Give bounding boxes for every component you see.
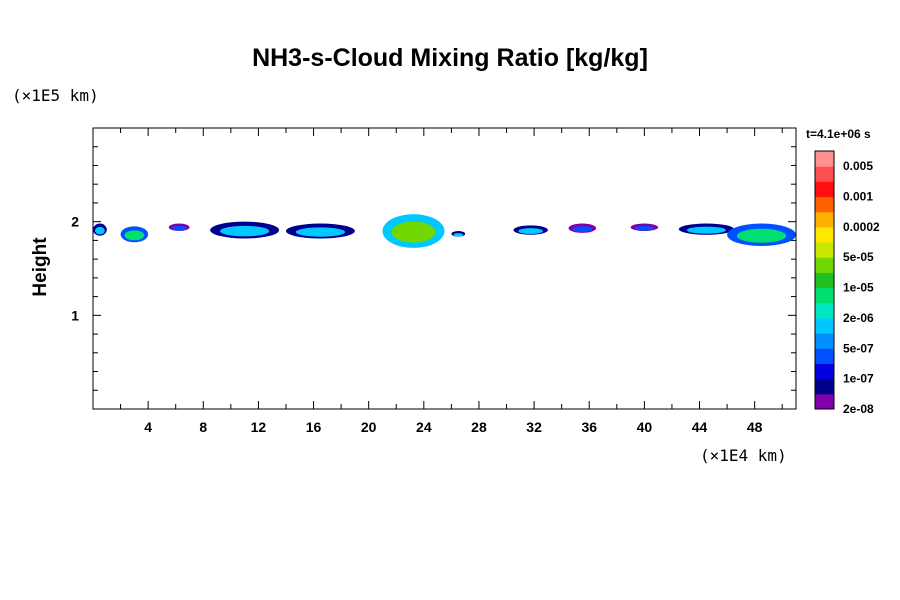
cloud-patch-core	[736, 228, 787, 243]
x-tick-label: 44	[692, 419, 708, 435]
colorbar-label: 2e-08	[843, 402, 874, 416]
y-unit-label: (×1E5 km)	[12, 86, 99, 105]
colorbar-swatch	[815, 348, 834, 364]
colorbar-label: 1e-07	[843, 372, 874, 386]
colorbar-swatch	[815, 363, 834, 380]
colorbar-swatch	[815, 151, 834, 167]
colorbar-label: 5e-07	[843, 341, 874, 355]
x-tick-label: 28	[471, 419, 487, 435]
cloud-patch-core	[453, 233, 464, 237]
timestamp-label: t=4.1e+06 s	[806, 127, 871, 141]
colorbar-swatch	[815, 272, 834, 289]
x-tick-label: 36	[581, 419, 597, 435]
colorbar-swatch	[815, 287, 834, 304]
y-tick-label: 1	[71, 307, 79, 323]
colorbar-swatch	[815, 333, 834, 349]
colorbar-label: 0.0002	[843, 220, 880, 234]
cloud-patch-core	[686, 226, 727, 234]
x-tick-label: 8	[199, 419, 207, 435]
x-tick-label: 20	[361, 419, 377, 435]
colorbar-swatch	[815, 242, 834, 258]
cloud-patch-core	[220, 225, 270, 237]
x-tick-label: 16	[306, 419, 322, 435]
chart-title: NH3-s-Cloud Mixing Ratio [kg/kg]	[252, 44, 648, 72]
cloud-patch-core	[518, 228, 543, 235]
colorbar-frame	[814, 150, 835, 410]
cloud-patch-core	[572, 226, 593, 233]
cloud-patch-core	[171, 225, 187, 231]
colorbar-swatch	[815, 196, 834, 213]
x-tick-label: 32	[526, 419, 542, 435]
colorbar-swatch	[815, 166, 834, 182]
colorbar-swatch	[815, 302, 834, 319]
colorbar-label: 0.001	[843, 190, 873, 204]
colorbar-label: 2e-06	[843, 311, 874, 325]
colorbar-swatch	[815, 378, 834, 395]
colorbar-label: 5e-05	[843, 250, 874, 264]
x-tick-label: 24	[416, 419, 432, 435]
colorbar-swatch	[815, 211, 834, 228]
x-tick-label: 4	[144, 419, 152, 435]
y-tick-label: 2	[71, 214, 79, 230]
cloud-patch-core	[391, 221, 436, 243]
x-tick-label: 40	[637, 419, 653, 435]
colorbar-label: 0.005	[843, 159, 873, 173]
colorbar-swatch	[815, 226, 834, 243]
cloud-patch-core	[94, 226, 105, 235]
x-unit-label: (×1E4 km)	[700, 446, 787, 465]
colorbar-label: 1e-05	[843, 281, 874, 295]
colorbar-swatch	[815, 317, 834, 334]
plot-frame	[92, 127, 797, 410]
colorbar-swatch	[815, 257, 834, 273]
x-tick-label: 12	[251, 419, 267, 435]
colorbar-swatch	[815, 181, 834, 198]
cloud-patch-core	[124, 230, 145, 241]
x-tick-label: 48	[747, 419, 763, 435]
cloud-patch-core	[634, 225, 655, 231]
colorbar-swatch	[815, 393, 834, 410]
cloud-patch-core	[295, 227, 346, 237]
